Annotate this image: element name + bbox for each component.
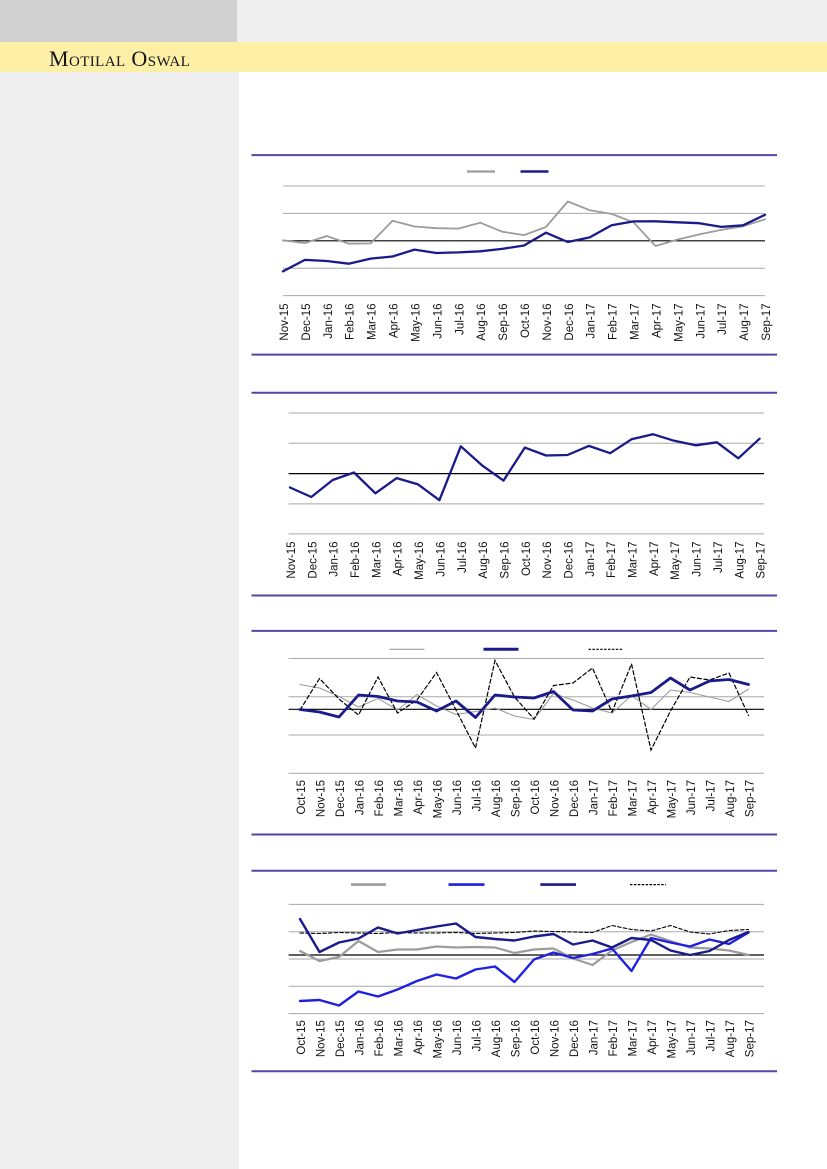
svg-text:Mar-17: Mar-17 (630, 304, 642, 340)
svg-text:Nov-16: Nov-16 (550, 1020, 562, 1057)
svg-text:Mar-16: Mar-16 (394, 1020, 406, 1056)
svg-text:Jun-17: Jun-17 (686, 1020, 698, 1055)
svg-text:Aug-16: Aug-16 (478, 542, 490, 579)
svg-text:Oct-15: Oct-15 (296, 780, 308, 815)
svg-text:Apr-17: Apr-17 (652, 304, 664, 339)
svg-text:Aug-16: Aug-16 (476, 304, 488, 341)
svg-text:Aug-17: Aug-17 (734, 542, 746, 579)
svg-text:Dec-16: Dec-16 (564, 304, 576, 341)
svg-text:Nov-15: Nov-15 (316, 780, 328, 817)
svg-text:Sep-17: Sep-17 (745, 780, 757, 817)
svg-text:Sep-16: Sep-16 (511, 1020, 523, 1057)
svg-text:Mar-16: Mar-16 (394, 780, 406, 816)
svg-text:Nov-15: Nov-15 (286, 542, 298, 579)
svg-text:Aug-16: Aug-16 (491, 780, 503, 817)
svg-text:Feb-16: Feb-16 (374, 1020, 386, 1056)
svg-text:Jan-16: Jan-16 (355, 1020, 367, 1055)
svg-text:Feb-17: Feb-17 (606, 542, 618, 578)
svg-text:Jul-17: Jul-17 (706, 1020, 718, 1051)
svg-text:Aug-16: Aug-16 (491, 1020, 503, 1057)
svg-text:Apr-16: Apr-16 (413, 780, 425, 815)
svg-text:Dec-15: Dec-15 (335, 780, 347, 817)
svg-text:Jun-16: Jun-16 (452, 780, 464, 815)
svg-text:Jan-16: Jan-16 (329, 542, 341, 577)
svg-text:May-17: May-17 (667, 780, 679, 818)
svg-text:Sep-17: Sep-17 (761, 304, 773, 341)
svg-text:Sep-17: Sep-17 (745, 1020, 757, 1057)
svg-text:Aug-17: Aug-17 (725, 1020, 737, 1057)
svg-text:Feb-17: Feb-17 (608, 780, 620, 816)
svg-text:Dec-16: Dec-16 (569, 780, 581, 817)
svg-text:Mar-16: Mar-16 (367, 304, 379, 340)
svg-text:Sep-17: Sep-17 (756, 542, 768, 579)
svg-text:Sep-16: Sep-16 (511, 780, 523, 817)
svg-text:Jan-16: Jan-16 (355, 780, 367, 815)
svg-text:May-17: May-17 (670, 542, 682, 580)
svg-text:Feb-17: Feb-17 (608, 1020, 620, 1056)
svg-text:Dec-15: Dec-15 (307, 542, 319, 579)
svg-text:Jan-17: Jan-17 (589, 1020, 601, 1055)
svg-text:Oct-16: Oct-16 (530, 1020, 542, 1055)
svg-text:Nov-16: Nov-16 (542, 542, 554, 579)
svg-text:Nov-16: Nov-16 (542, 304, 554, 341)
svg-text:Dec-15: Dec-15 (335, 1020, 347, 1057)
svg-text:May-16: May-16 (414, 542, 426, 580)
svg-text:Jun-16: Jun-16 (435, 542, 447, 577)
svg-text:Jan-16: Jan-16 (323, 304, 335, 339)
svg-text:Feb-16: Feb-16 (350, 542, 362, 578)
svg-text:Dec-16: Dec-16 (569, 1020, 581, 1057)
svg-text:Jun-17: Jun-17 (692, 542, 704, 577)
svg-text:Oct-16: Oct-16 (520, 304, 532, 339)
svg-text:Dec-16: Dec-16 (564, 542, 576, 579)
svg-text:Aug-17: Aug-17 (725, 780, 737, 817)
svg-text:Mar-16: Mar-16 (371, 542, 383, 578)
svg-text:Apr-17: Apr-17 (647, 780, 659, 815)
svg-text:May-17: May-17 (673, 304, 685, 342)
svg-text:Jul-17: Jul-17 (717, 304, 729, 335)
svg-text:Apr-17: Apr-17 (649, 542, 661, 577)
svg-text:Apr-16: Apr-16 (389, 304, 401, 339)
svg-text:Mar-17: Mar-17 (628, 1020, 640, 1056)
svg-text:Oct-16: Oct-16 (521, 542, 533, 577)
svg-text:Jan-17: Jan-17 (585, 542, 597, 577)
svg-text:Mar-17: Mar-17 (628, 780, 640, 816)
svg-text:Jun-16: Jun-16 (452, 1020, 464, 1055)
svg-text:Feb-17: Feb-17 (608, 304, 620, 340)
svg-text:Jul-16: Jul-16 (472, 780, 484, 811)
svg-text:Mar-17: Mar-17 (628, 542, 640, 578)
svg-text:Jan-17: Jan-17 (586, 304, 598, 339)
svg-text:Jun-17: Jun-17 (695, 304, 707, 339)
svg-text:Nov-15: Nov-15 (316, 1020, 328, 1057)
svg-text:Apr-16: Apr-16 (413, 1020, 425, 1055)
svg-text:Jan-17: Jan-17 (589, 780, 601, 815)
svg-text:Jul-17: Jul-17 (713, 542, 725, 573)
svg-text:May-16: May-16 (433, 780, 445, 818)
svg-text:May-17: May-17 (667, 1020, 679, 1058)
svg-text:Jul-16: Jul-16 (454, 304, 466, 335)
svg-text:Oct-16: Oct-16 (530, 780, 542, 815)
svg-text:Jul-16: Jul-16 (457, 542, 469, 573)
svg-text:Feb-16: Feb-16 (345, 304, 357, 340)
svg-text:May-16: May-16 (411, 304, 423, 342)
svg-text:Nov-15: Nov-15 (279, 304, 291, 341)
svg-text:Sep-16: Sep-16 (500, 542, 512, 579)
svg-text:Apr-17: Apr-17 (647, 1020, 659, 1055)
svg-text:Sep-16: Sep-16 (498, 304, 510, 341)
svg-text:May-16: May-16 (433, 1020, 445, 1058)
svg-text:Jul-16: Jul-16 (472, 1020, 484, 1051)
svg-text:Feb-16: Feb-16 (374, 780, 386, 816)
svg-text:Dec-15: Dec-15 (301, 304, 313, 341)
svg-text:Nov-16: Nov-16 (550, 780, 562, 817)
svg-text:Jun-17: Jun-17 (686, 780, 698, 815)
svg-text:Jul-17: Jul-17 (706, 780, 718, 811)
svg-text:Jun-16: Jun-16 (432, 304, 444, 339)
svg-text:Apr-16: Apr-16 (393, 542, 405, 577)
svg-text:Oct-15: Oct-15 (296, 1020, 308, 1055)
svg-text:Aug-17: Aug-17 (739, 304, 751, 341)
